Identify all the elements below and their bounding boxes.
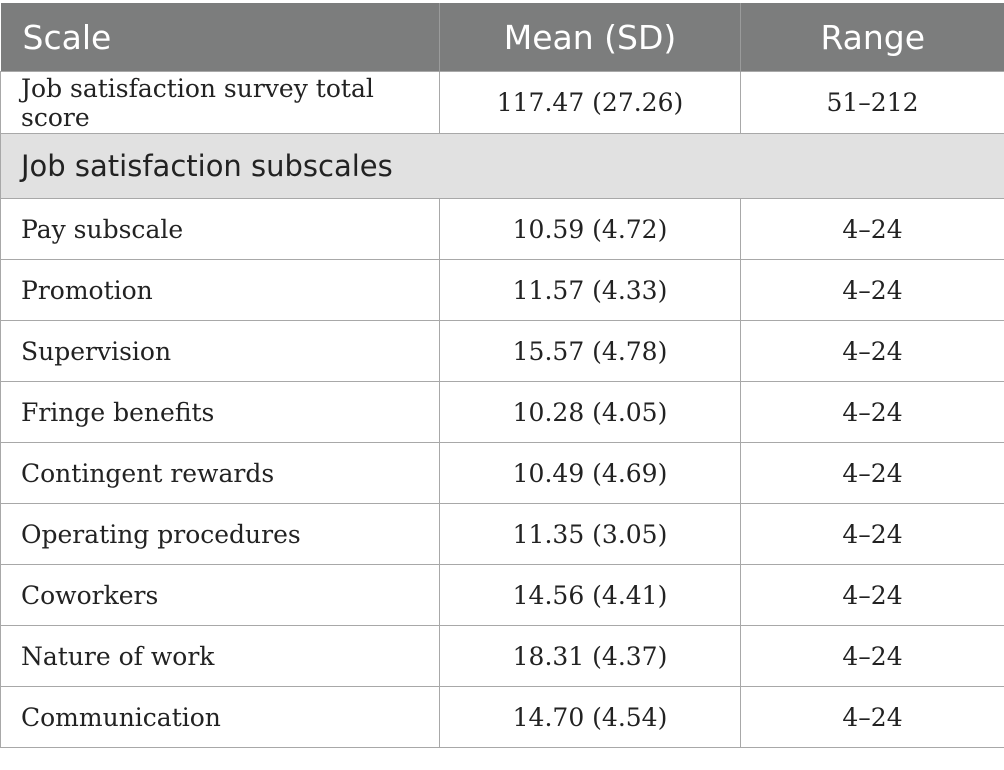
header-scale: Scale <box>0 3 440 72</box>
table-row: Pay subscale 10.59 (4.72) 4–24 <box>0 198 1004 260</box>
row-label: Operating procedures <box>0 503 440 565</box>
statistics-table: Scale Mean (SD) Range Job satisfaction s… <box>0 3 1004 748</box>
row-range: 4–24 <box>740 564 1004 626</box>
row-mean-sd: 15.57 (4.78) <box>439 320 741 382</box>
section-title: Job satisfaction subscales <box>0 133 1004 199</box>
row-range: 4–24 <box>740 320 1004 382</box>
row-label: Coworkers <box>0 564 440 626</box>
total-score-row: Job satisfaction survey total score 117.… <box>0 71 1004 134</box>
row-range: 4–24 <box>740 686 1004 748</box>
row-label: Fringe benefits <box>0 381 440 443</box>
table-row: Contingent rewards 10.49 (4.69) 4–24 <box>0 442 1004 504</box>
row-mean-sd: 10.28 (4.05) <box>439 381 741 443</box>
row-mean-sd: 10.59 (4.72) <box>439 198 741 260</box>
table-row: Promotion 11.57 (4.33) 4–24 <box>0 259 1004 321</box>
row-label: Nature of work <box>0 625 440 687</box>
section-row: Job satisfaction subscales <box>0 133 1004 199</box>
table-header: Scale Mean (SD) Range <box>0 3 1004 72</box>
row-mean-sd: 18.31 (4.37) <box>439 625 741 687</box>
table-row: Supervision 15.57 (4.78) 4–24 <box>0 320 1004 382</box>
row-mean-sd: 11.57 (4.33) <box>439 259 741 321</box>
row-mean-sd: 14.56 (4.41) <box>439 564 741 626</box>
row-mean-sd: 10.49 (4.69) <box>439 442 741 504</box>
row-label: Pay subscale <box>0 198 440 260</box>
table-row: Operating procedures 11.35 (3.05) 4–24 <box>0 503 1004 565</box>
row-range: 4–24 <box>740 259 1004 321</box>
header-row: Scale Mean (SD) Range <box>0 3 1004 72</box>
table-body: Job satisfaction survey total score 117.… <box>0 71 1004 748</box>
table-row: Coworkers 14.56 (4.41) 4–24 <box>0 564 1004 626</box>
row-range: 4–24 <box>740 198 1004 260</box>
total-score-range: 51–212 <box>740 71 1004 134</box>
row-mean-sd: 11.35 (3.05) <box>439 503 741 565</box>
total-score-label: Job satisfaction survey total score <box>0 71 440 134</box>
row-range: 4–24 <box>740 503 1004 565</box>
row-range: 4–24 <box>740 381 1004 443</box>
row-range: 4–24 <box>740 442 1004 504</box>
total-score-mean-sd: 117.47 (27.26) <box>439 71 741 134</box>
row-label: Communication <box>0 686 440 748</box>
header-mean-sd: Mean (SD) <box>439 3 741 72</box>
table-row: Communication 14.70 (4.54) 4–24 <box>0 686 1004 748</box>
row-range: 4–24 <box>740 625 1004 687</box>
row-label: Contingent rewards <box>0 442 440 504</box>
row-label: Promotion <box>0 259 440 321</box>
table-row: Fringe benefits 10.28 (4.05) 4–24 <box>0 381 1004 443</box>
row-label: Supervision <box>0 320 440 382</box>
header-range: Range <box>740 3 1004 72</box>
table-row: Nature of work 18.31 (4.37) 4–24 <box>0 625 1004 687</box>
row-mean-sd: 14.70 (4.54) <box>439 686 741 748</box>
